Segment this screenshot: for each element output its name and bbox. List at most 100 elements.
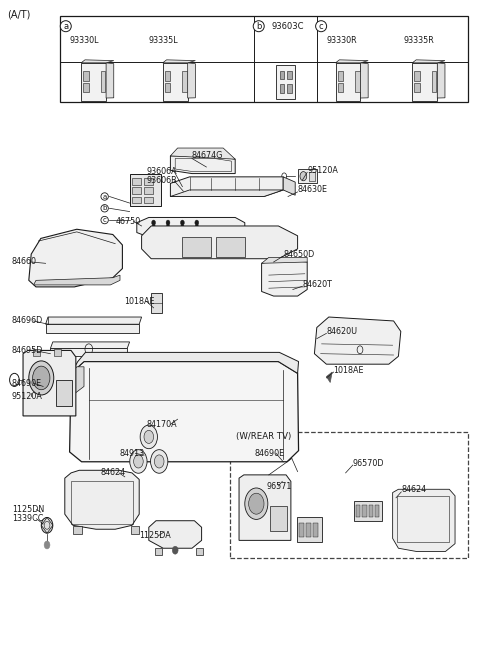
Circle shape — [41, 517, 53, 533]
Text: 93606B: 93606B — [146, 176, 177, 185]
Polygon shape — [412, 60, 445, 63]
Bar — [60, 16, 468, 102]
Text: 1125DA: 1125DA — [139, 531, 171, 540]
Circle shape — [152, 229, 156, 234]
Bar — [50, 348, 127, 356]
Polygon shape — [283, 177, 295, 195]
Bar — [71, 481, 133, 524]
Text: 95120A: 95120A — [12, 392, 43, 401]
Bar — [287, 84, 291, 93]
Bar — [298, 169, 317, 183]
Bar — [130, 174, 161, 206]
Text: 1339CC: 1339CC — [12, 514, 43, 523]
Polygon shape — [23, 350, 76, 416]
Circle shape — [130, 450, 147, 473]
Ellipse shape — [125, 406, 173, 432]
Text: a: a — [103, 193, 107, 200]
Text: 84696D: 84696D — [12, 316, 43, 326]
Polygon shape — [336, 60, 368, 63]
Polygon shape — [142, 226, 298, 259]
Text: 93330L: 93330L — [70, 36, 99, 45]
Bar — [33, 349, 40, 356]
Text: 46750: 46750 — [115, 217, 141, 226]
Polygon shape — [170, 156, 235, 174]
Circle shape — [245, 488, 268, 519]
Circle shape — [300, 172, 307, 181]
Text: c: c — [103, 217, 107, 223]
Polygon shape — [314, 317, 401, 364]
Polygon shape — [71, 352, 299, 373]
Text: 84660: 84660 — [12, 257, 37, 267]
Text: (A/T): (A/T) — [7, 9, 31, 20]
Polygon shape — [65, 470, 139, 529]
Ellipse shape — [192, 406, 240, 432]
Circle shape — [44, 541, 50, 549]
Bar — [165, 83, 170, 92]
Bar — [73, 526, 82, 534]
Bar — [163, 63, 188, 101]
Text: 84620U: 84620U — [326, 327, 358, 336]
Bar — [355, 71, 360, 92]
Text: a: a — [63, 22, 68, 31]
Bar — [414, 71, 420, 81]
Text: 1018AE: 1018AE — [334, 365, 364, 375]
Polygon shape — [106, 63, 114, 98]
Bar — [337, 83, 343, 92]
Bar — [369, 505, 373, 517]
Polygon shape — [137, 217, 245, 237]
Polygon shape — [149, 521, 202, 548]
Text: 84624: 84624 — [101, 468, 126, 477]
Bar — [362, 505, 367, 517]
Text: c: c — [319, 22, 324, 31]
Bar — [83, 71, 89, 81]
Bar — [414, 83, 420, 92]
Polygon shape — [50, 342, 130, 348]
Bar — [131, 526, 139, 534]
Circle shape — [195, 220, 199, 225]
Circle shape — [33, 366, 50, 390]
Circle shape — [29, 361, 54, 395]
Circle shape — [195, 225, 199, 230]
Bar — [46, 324, 139, 333]
Text: 84690E: 84690E — [12, 379, 42, 388]
Polygon shape — [360, 63, 368, 98]
Text: 84913: 84913 — [119, 449, 144, 458]
Polygon shape — [70, 362, 299, 462]
Bar — [132, 187, 141, 194]
Bar — [230, 432, 468, 558]
Text: 84620T: 84620T — [302, 280, 332, 289]
Bar — [375, 505, 379, 517]
Text: 93603C: 93603C — [271, 22, 304, 31]
Bar — [432, 71, 436, 92]
Bar — [299, 523, 304, 537]
Bar — [313, 523, 318, 537]
Polygon shape — [262, 259, 307, 296]
Bar — [54, 349, 61, 356]
Bar — [56, 380, 72, 406]
Circle shape — [155, 455, 164, 468]
Polygon shape — [71, 367, 84, 396]
Text: 84624: 84624 — [401, 485, 426, 495]
Bar — [280, 71, 284, 79]
Bar — [132, 178, 141, 185]
Text: (W/REAR TV): (W/REAR TV) — [236, 432, 291, 441]
Bar — [356, 505, 360, 517]
Polygon shape — [170, 148, 235, 159]
Bar — [280, 84, 284, 93]
Polygon shape — [188, 63, 195, 98]
Circle shape — [144, 430, 154, 443]
Text: 96570D: 96570D — [353, 458, 384, 468]
Circle shape — [180, 220, 184, 225]
Bar — [297, 517, 322, 542]
Bar — [83, 83, 89, 92]
Polygon shape — [393, 489, 455, 552]
Circle shape — [152, 225, 156, 230]
Text: 93335R: 93335R — [403, 36, 434, 45]
Text: 84650D: 84650D — [283, 250, 314, 259]
Bar — [155, 548, 162, 555]
Bar — [144, 196, 153, 203]
Circle shape — [152, 220, 156, 225]
Polygon shape — [170, 177, 283, 196]
Text: 96571: 96571 — [267, 481, 292, 491]
Bar — [276, 65, 295, 99]
